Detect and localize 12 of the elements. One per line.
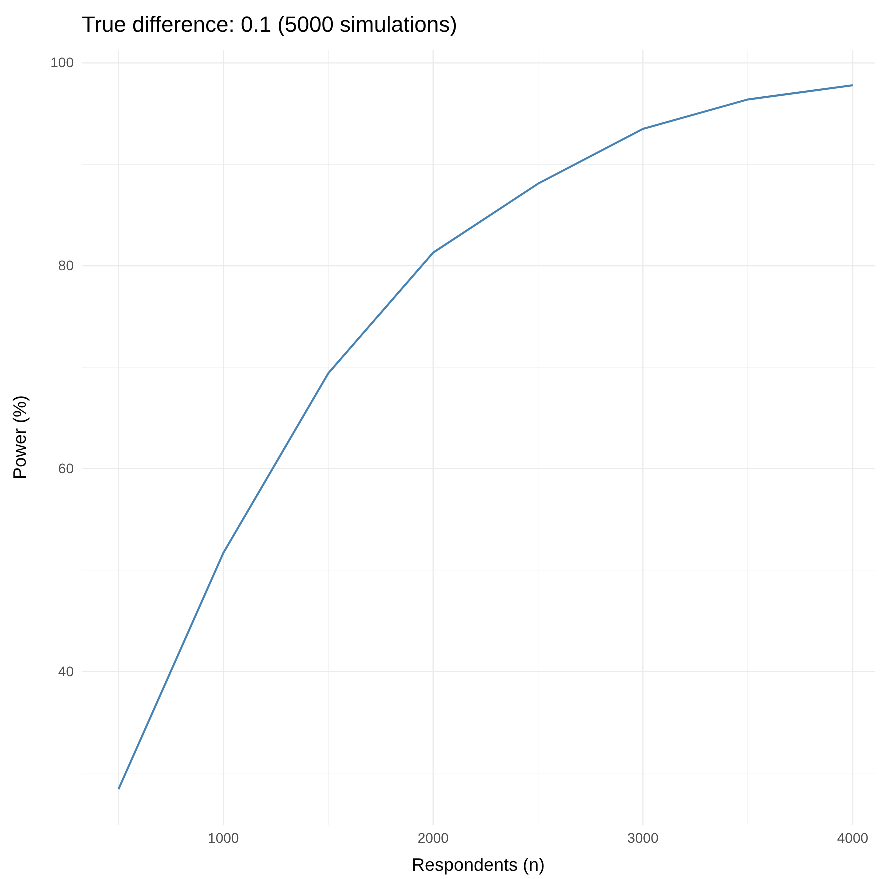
y-tick-label: 60 <box>58 460 74 476</box>
x-axis-title: Respondents (n) <box>412 855 546 875</box>
x-tick-label: 3000 <box>628 830 659 846</box>
x-tick-label: 4000 <box>837 830 869 846</box>
y-axis-title: Power (%) <box>10 395 30 480</box>
x-tick-label: 1000 <box>208 830 240 846</box>
x-tick-label: 2000 <box>418 830 450 846</box>
line-series <box>118 84 854 790</box>
y-tick-label: 100 <box>50 54 74 71</box>
y-tick-label: 80 <box>58 258 74 274</box>
chart-title: True difference: 0.1 (5000 simulations) <box>82 12 458 37</box>
y-tick-label: 40 <box>58 663 74 680</box>
